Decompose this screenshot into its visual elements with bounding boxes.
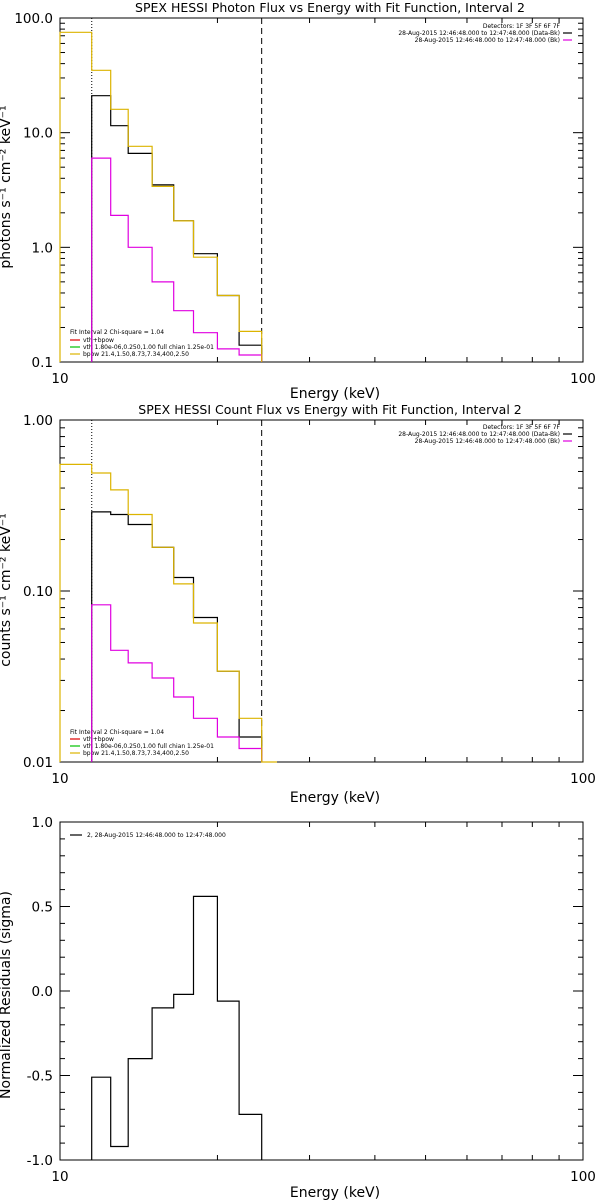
count-x-tick-label: 100	[570, 771, 596, 787]
count-fit-bpow-label: bpow 21.4,1.50,8.73,7.34,400,2.50	[83, 750, 189, 757]
photon-x-tick-label: 100	[570, 371, 596, 387]
residuals-series-0-step-line	[91, 895, 263, 1160]
photon-x-tick-label: 10	[51, 371, 68, 387]
count-x-axis-label: Energy (keV)	[290, 790, 380, 806]
count-y-tick-label: 0.10	[23, 584, 53, 600]
photon-y-tick-label: 0.1	[32, 355, 53, 371]
count-fit-model-label: vth+bpow	[83, 736, 114, 743]
count-series-0-step-line	[91, 511, 263, 762]
residuals-y-tick-label: -1.0	[27, 1153, 53, 1169]
photon-fit-info-label: Fit Interval 2 Chi-square = 1.04	[70, 329, 164, 336]
count-series-1-step-line	[91, 604, 263, 762]
residuals-y-tick-label: 1.0	[32, 815, 53, 831]
count-flux-panel: SPEX HESSI Count Flux vs Energy with Fit…	[0, 402, 596, 806]
residuals-x-axis-label: Energy (keV)	[290, 1185, 380, 1200]
photon-series-0-step-line	[91, 95, 263, 362]
count-detectors-label: Detectors: 1F 3F 5F 6F 7F	[483, 424, 561, 431]
residuals-y-tick-label: -0.5	[27, 1069, 53, 1085]
count-legend-bk-label: 28-Aug-2015 12:46:48.000 to 12:47:48.000…	[415, 438, 560, 445]
photon-y-axis-label: photons s⁻¹ cm⁻² keV⁻¹	[0, 105, 14, 268]
photon-legend-bk-label: 28-Aug-2015 12:46:48.000 to 12:47:48.000…	[415, 37, 560, 44]
count-legend-data-label: 28-Aug-2015 12:46:48.000 to 12:47:48.000…	[398, 431, 560, 438]
residuals-x-tick-label: 10	[51, 1169, 68, 1185]
count-fit-vth-label: vth 1.80e-06,0.250,1.00 full chian 1.25e…	[83, 743, 214, 750]
photon-plot-frame	[59, 17, 584, 363]
count-y-axis-label: counts s⁻¹ cm⁻² keV⁻¹	[0, 513, 14, 667]
photon-y-tick-label: 1.0	[32, 240, 53, 256]
residuals-y-axis-label: Normalized Residuals (sigma)	[0, 891, 14, 1099]
photon-y-tick-label: 10.0	[23, 126, 53, 142]
count-plot-frame	[59, 419, 584, 763]
count-y-tick-label: 0.01	[23, 755, 53, 771]
photon-x-axis-label: Energy (keV)	[290, 386, 380, 402]
count-x-tick-label: 10	[51, 771, 68, 787]
residuals-y-tick-label: 0.0	[32, 984, 53, 1000]
residuals-plot-frame	[59, 821, 584, 1161]
photon-flux-panel: SPEX HESSI Photon Flux vs Energy with Fi…	[0, 0, 596, 402]
photon-y-tick-label: 100.0	[14, 11, 53, 27]
photon-legend-data-label: 28-Aug-2015 12:46:48.000 to 12:47:48.000…	[398, 30, 560, 37]
photon-chart-title: SPEX HESSI Photon Flux vs Energy with Fi…	[135, 0, 525, 15]
residuals-y-tick-label: 0.5	[32, 900, 53, 916]
photon-series-1-step-line	[91, 157, 263, 362]
residuals-legend-label: 2, 28-Aug-2015 12:46:48.000 to 12:47:48.…	[87, 832, 226, 839]
photon-series-2-step-line	[59, 31, 263, 362]
residuals-x-tick-label: 100	[570, 1169, 596, 1185]
photon-fit-model-label: vth+bpow	[83, 337, 114, 344]
count-series-2-step-line	[59, 463, 277, 763]
residuals-panel: Normalized Residuals (sigma) Energy (keV…	[0, 815, 596, 1200]
count-y-tick-label: 1.00	[23, 413, 53, 429]
count-chart-title: SPEX HESSI Count Flux vs Energy with Fit…	[138, 402, 521, 417]
photon-fit-bpow-label: bpow 21.4,1.50,8.73,7.34,400,2.50	[83, 351, 189, 358]
photon-detectors-label: Detectors: 1F 3F 5F 6F 7F	[483, 23, 561, 30]
photon-fit-vth-label: vth 1.80e-06,0.250,1.00 full chian 1.25e…	[83, 344, 214, 351]
count-fit-info-label: Fit Interval 2 Chi-square = 1.04	[70, 729, 164, 736]
